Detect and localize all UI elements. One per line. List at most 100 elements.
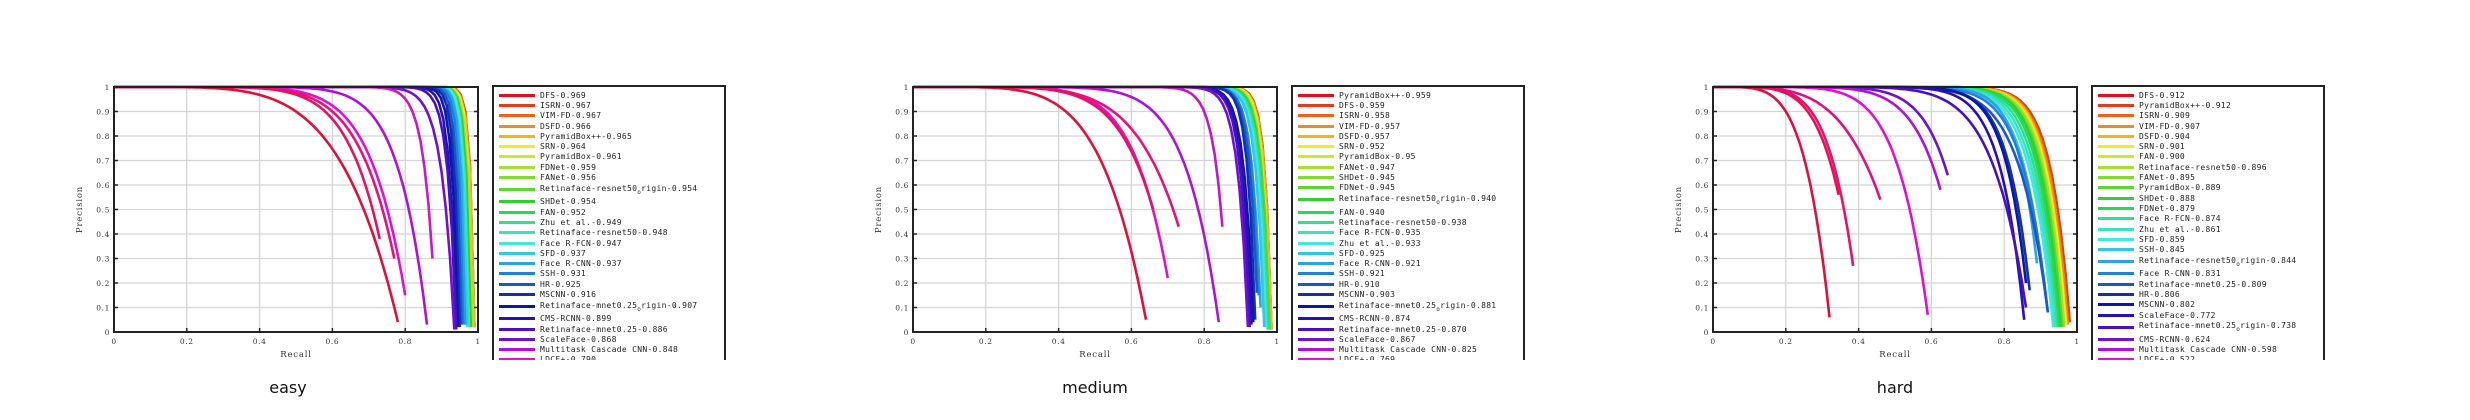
- legend-swatch: [499, 251, 535, 255]
- y-tick-label: 0.2: [1695, 279, 1709, 288]
- legend-swatch: [1298, 165, 1334, 169]
- legend-label: Face R-CNN-0.937: [540, 259, 622, 269]
- legend-label: CMS-RCNN-0.899: [540, 314, 612, 324]
- legend-entry: PyramidBox++-0.912: [2093, 100, 2323, 110]
- legend-entry: CMS-RCNN-0.624: [2093, 334, 2323, 344]
- legend-label: FANet-0.895: [2139, 173, 2196, 183]
- legend-entry: DFS-0.959: [1293, 100, 1523, 110]
- y-tick-label: 0.7: [96, 157, 110, 166]
- legend-entry: LDCF+-0.790: [494, 355, 724, 360]
- legend-entry: LDCF+-0.522: [2093, 355, 2323, 360]
- series-line: [913, 85, 1224, 227]
- legend-swatch: [499, 200, 535, 204]
- legend-entry: ScaleFace-0.772: [2093, 310, 2323, 320]
- legend-label: LDCF+-0.522: [2139, 355, 2196, 360]
- legend-label: PyramidBox++-0.912: [2139, 100, 2232, 110]
- legend-easy: DFS-0.969 ISRN-0.967 VIM-FD-0.967 DSFD-0.96…: [492, 85, 726, 360]
- x-axis-label: Recall: [1879, 350, 1911, 360]
- series-line: [1713, 85, 1882, 201]
- legend-label: DFS-0.969: [540, 90, 587, 100]
- legend-entry: DSFD-0.957: [1293, 131, 1523, 141]
- legend-entry: SFD-0.925: [1293, 248, 1523, 258]
- legend-entry: SHDet-0.888: [2093, 193, 2323, 203]
- legend-entry: FAN-0.952: [494, 207, 724, 217]
- legend-swatch: [1298, 292, 1334, 296]
- legend-swatch: [499, 348, 535, 352]
- legend-label: Multitask Cascade CNN-0.848: [540, 345, 679, 355]
- legend-entry: Retinaface-resnet50-0.938: [1293, 217, 1523, 227]
- y-tick-label: 0.9: [1695, 108, 1709, 117]
- legend-label: Retinaface-mnet0.25-0.886: [540, 324, 668, 334]
- series-line-SRN-0.952: [913, 85, 1271, 330]
- y-tick-label: 0.5: [96, 206, 110, 215]
- legend-label: Retinaface-resnet50origin-0.940: [1339, 193, 1497, 206]
- legend-entry: Face R-CNN-0.921: [1293, 258, 1523, 268]
- legend-label: FDNet-0.959: [540, 162, 597, 172]
- legend-swatch: [2098, 114, 2134, 118]
- legend-label: FAN-0.952: [540, 207, 587, 217]
- legend-entry: Zhu et al.-0.933: [1293, 238, 1523, 248]
- chart-medium: 0 0.1 0.2 0.3 0.4 0.5 0.6 0.7 0.8 0.9 1 0 0.2 0.4 0.6 0…: [874, 83, 1279, 360]
- legend-entry: FAN-0.940: [1293, 207, 1523, 217]
- legend-label: FANet-0.956: [540, 173, 597, 183]
- chart-caption: easy: [269, 378, 307, 397]
- chart-caption: medium: [1062, 378, 1128, 397]
- x-tick-label: 0: [910, 337, 915, 346]
- legend-label: Multitask Cascade CNN-0.598: [2139, 345, 2278, 355]
- series-line-FDNet-0.959: [114, 85, 474, 328]
- legend-swatch: [1298, 176, 1334, 180]
- legend-label: LDCF+-0.769: [1339, 355, 1396, 360]
- legend-entry: Multitask Cascade CNN-0.848: [494, 345, 724, 355]
- legend-label: Retinaface-mnet0.25origin-0.881: [1339, 300, 1497, 313]
- legend-swatch: [1298, 337, 1334, 341]
- y-tick-label: 0: [1704, 328, 1709, 337]
- legend-label: SRN-0.964: [540, 142, 587, 152]
- legend-entry: ISRN-0.967: [494, 100, 724, 110]
- legend-swatch: [2098, 282, 2134, 286]
- legend-swatch: [499, 93, 535, 97]
- series-line-Retinaface-mnet0.25_origin-0.881: [913, 85, 1255, 323]
- legend-label: CMS-RCNN-0.624: [2139, 334, 2211, 344]
- legend-label: PyramidBox-0.889: [2139, 183, 2221, 193]
- legend-entry: SFD-0.937: [494, 248, 724, 258]
- legend-swatch: [499, 282, 535, 286]
- legend-label: Retinaface-mnet0.25-0.870: [1339, 324, 1467, 334]
- y-tick-label: 0.6: [96, 181, 110, 190]
- x-tick-label: 0.4: [1852, 337, 1866, 346]
- legend-entry: MSCNN-0.802: [2093, 300, 2323, 310]
- x-tick-label: 0.6: [326, 337, 340, 346]
- legend-swatch: [1298, 114, 1334, 118]
- legend-label: FDNet-0.879: [2139, 203, 2196, 213]
- legend-swatch: [2098, 237, 2134, 241]
- legend-entry: Retinaface-mnet0.25-0.870: [1293, 324, 1523, 334]
- legend-swatch: [499, 262, 535, 266]
- legend-label: Retinaface-resnet50-0.896: [2139, 162, 2267, 172]
- legend-label: PyramidBox++-0.965: [540, 131, 633, 141]
- legend-label: ScaleFace-0.868: [540, 334, 617, 344]
- legend-entry: Face R-CNN-0.937: [494, 258, 724, 268]
- x-tick-label: 0.2: [180, 337, 194, 346]
- legend-label: ISRN-0.958: [1339, 111, 1391, 121]
- series-line-PyramidBox-0.95: [913, 85, 1271, 330]
- legend-label: CMS-RCNN-0.874: [1339, 314, 1411, 324]
- legend-swatch: [499, 231, 535, 235]
- legend-swatch: [2098, 292, 2134, 296]
- legend-swatch: [1298, 348, 1334, 352]
- series-line-Retinaface-mnet0.25-0.870: [913, 85, 1251, 328]
- legend-entry: ISRN-0.958: [1293, 111, 1523, 121]
- x-tick-label: 0.8: [1997, 337, 2011, 346]
- legend-swatch: [1298, 93, 1334, 97]
- series-line-FDNet-0.945: [913, 85, 1271, 330]
- legend-label: Multitask Cascade CNN-0.825: [1339, 345, 1478, 355]
- legend-entry: LDCF+-0.769: [1293, 355, 1523, 360]
- y-tick-label: 0: [105, 328, 110, 337]
- legend-entry: ScaleFace-0.868: [494, 334, 724, 344]
- legend-swatch: [499, 358, 535, 360]
- legend-entry: Retinaface-resnet50origin-0.940: [1293, 193, 1523, 207]
- legend-entry: Face R-FCN-0.935: [1293, 228, 1523, 238]
- legend-entry: CMS-RCNN-0.899: [494, 314, 724, 324]
- legend-label: ISRN-0.967: [540, 100, 592, 110]
- legend-label: Retinaface-mnet0.25origin-0.738: [2139, 321, 2297, 334]
- legend-swatch: [499, 124, 535, 128]
- y-tick-label: 0.3: [96, 255, 110, 264]
